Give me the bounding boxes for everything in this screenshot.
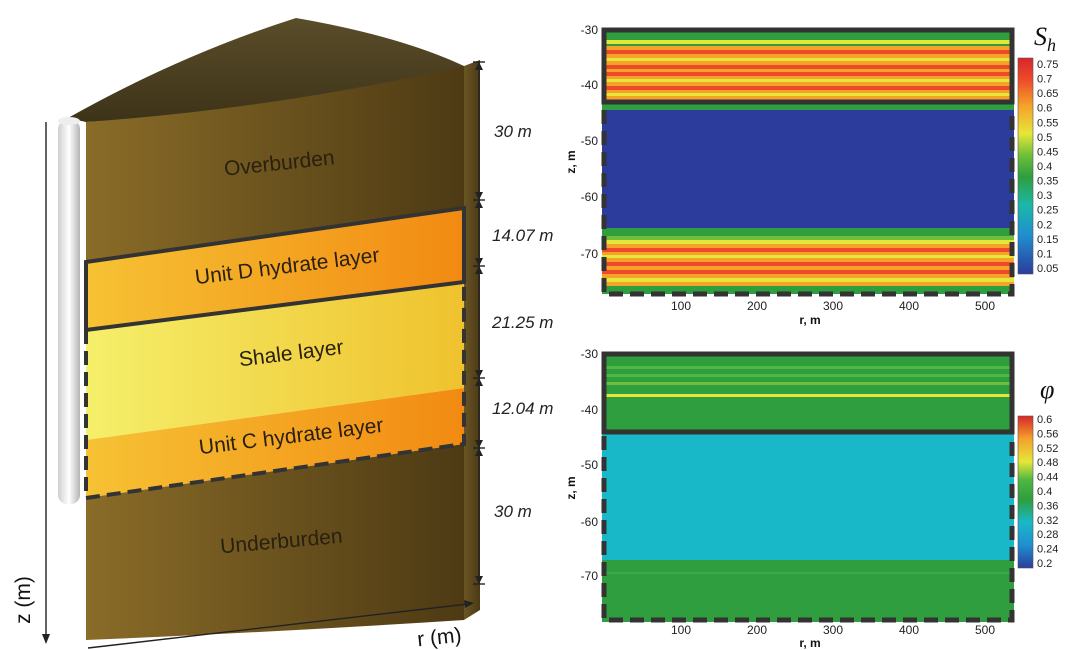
unit-c-face [86,388,464,498]
sh-ytick: -30 [581,23,599,37]
sh-ytick: -40 [581,78,599,92]
block-side-face [464,60,480,620]
r-axis-label: r (m) [416,624,462,650]
colorbar-tick-label: 0.36 [1037,500,1058,512]
colorbar-tick-label: 0.2 [1037,558,1052,570]
sh-ytick: -60 [581,190,599,204]
colorbar-tick-label: 0.56 [1037,428,1058,440]
colorbar-tick-label: 0.55 [1037,117,1058,129]
r-axis-arrow [87,600,474,649]
sh-symbol: Sh [1034,22,1056,55]
colorbar-tick-label: 0.4 [1037,486,1052,498]
phi-plot-area [602,352,1014,622]
sh-colorbar [1017,57,1034,275]
colorbar-tick-label: 0.2 [1037,219,1052,231]
sh-unit-d-outline [601,27,1015,105]
unit-d-border [84,205,466,333]
colorbar-tick-label: 0.4 [1037,161,1052,173]
phi-contour-plot: -30 -40 -50 -60 -70 100 200 300 400 500 … [564,347,1058,650]
thickness-unit-d: 14.07 m [492,226,553,245]
sh-ytick: -50 [581,134,599,148]
colorbar-tick-label: 0.52 [1037,443,1058,455]
phi-x-ticks: 100 200 300 400 500 [671,623,995,637]
phi-ytick: -70 [581,569,599,583]
thickness-unit-c: 12.04 m [492,399,553,418]
sh-xtick: 300 [823,299,843,313]
sh-xlabel: r, m [799,313,820,327]
phi-y-ticks: -30 -40 -50 -60 -70 [581,347,599,583]
colorbar-tick-label: 0.24 [1037,544,1058,556]
sh-xtick: 400 [899,299,919,313]
phi-unit-d-outline [601,351,1015,435]
thickness-underburden: 30 m [494,502,532,521]
unit-d-face [86,208,464,330]
phi-xtick: 500 [975,623,995,637]
colorbar-tick-label: 0.05 [1037,263,1058,275]
colorbar-tick-label: 0.75 [1037,59,1058,71]
phi-xtick: 400 [899,623,919,637]
sh-contour-plot: -30 -40 -50 -60 -70 100 200 300 400 500 … [564,22,1058,327]
phi-colorbar [1017,415,1034,569]
sh-plot-area [602,28,1014,294]
phi-ytick: -50 [581,458,599,472]
underburden-face [86,444,464,640]
sh-colorbar-ticks: 0.75 0.7 0.65 0.6 0.55 0.5 0.45 0.4 0.35 0.3 0.25 0… [1037,59,1058,275]
colorbar-tick-label: 0.35 [1037,176,1058,188]
sh-xtick: 200 [747,299,767,313]
phi-xtick: 100 [671,623,691,637]
phi-ytick: -60 [581,515,599,529]
colorbar-tick-label: 0.7 [1037,74,1052,86]
reservoir-block: Overburden Unit D hydrate layer Shale la… [12,18,553,650]
phi-ylabel: z, m [564,476,578,499]
colorbar-tick-label: 0.65 [1037,88,1058,100]
sh-xtick: 500 [975,299,995,313]
unit-c-dashed-border [84,282,466,501]
colorbar-tick-label: 0.45 [1037,146,1058,158]
sh-unit-c-dashed-outline [601,110,1015,297]
colorbar-tick-label: 0.5 [1037,132,1052,144]
phi-xlabel: r, m [799,636,820,650]
colorbar-tick-label: 0.6 [1037,414,1052,426]
colorbar-tick-label: 0.25 [1037,205,1058,217]
phi-ytick: -30 [581,347,599,361]
phi-unit-c-dashed-outline [601,436,1015,623]
colorbar-tick-label: 0.1 [1037,248,1052,260]
overburden-face [86,66,464,262]
shale-face [86,282,464,440]
colorbar-tick-label: 0.3 [1037,190,1052,202]
wellbore [58,120,80,504]
sh-y-ticks: -30 -40 -50 -60 -70 [581,23,599,261]
z-axis-label: z (m) [12,576,35,624]
thickness-shale: 21.25 m [491,313,553,332]
colorbar-tick-label: 0.48 [1037,457,1058,469]
colorbar-tick-label: 0.44 [1037,472,1058,484]
thickness-overburden: 30 m [494,122,532,141]
sh-x-ticks: 100 200 300 400 500 [671,299,995,313]
block-top-surface [68,18,464,122]
phi-symbol: φ [1040,375,1054,404]
sh-ylabel: z, m [564,150,578,173]
phi-ytick: -40 [581,403,599,417]
sh-xtick: 100 [671,299,691,313]
z-axis-arrow [42,122,50,644]
phi-xtick: 300 [823,623,843,637]
phi-colorbar-ticks: 0.6 0.56 0.52 0.48 0.44 0.4 0.36 0.32 0.28 0.24 0.… [1037,414,1058,570]
colorbar-tick-label: 0.6 [1037,103,1052,115]
sh-ytick: -70 [581,247,599,261]
colorbar-tick-label: 0.28 [1037,529,1058,541]
colorbar-tick-label: 0.15 [1037,234,1058,246]
colorbar-tick-label: 0.32 [1037,515,1058,527]
phi-xtick: 200 [747,623,767,637]
